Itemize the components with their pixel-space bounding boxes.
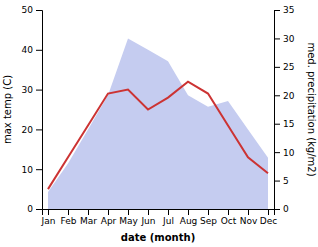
- y2-axis-tick-label: 25: [283, 62, 294, 72]
- y2-axis-tick-mark: [274, 38, 280, 39]
- x-axis-tick: Aug: [180, 209, 198, 226]
- y-axis-tick-mark: [36, 129, 42, 130]
- x-axis-tick: Jun: [140, 209, 155, 226]
- x-axis-tick-mark: [268, 209, 269, 215]
- y-axis-tick-label: 30: [22, 85, 34, 95]
- x-axis-tick-label: Aug: [180, 216, 198, 226]
- x-axis-tick-mark: [148, 209, 149, 215]
- x-axis-tick-mark: [68, 209, 69, 215]
- x-axis-tick: May: [119, 209, 138, 226]
- x-axis: Jan FebMar AprMayJun Jul AugSep OctNovDec: [41, 209, 278, 226]
- y2-axis-tick-mark: [274, 95, 280, 96]
- y2-axis-tick-label: 5: [283, 176, 289, 186]
- y-axis-tick-label: 50: [22, 5, 34, 15]
- y2-axis-title: med. precipitation (kg/m2): [306, 42, 317, 176]
- y2-axis-tick-label: 0: [283, 204, 289, 214]
- x-axis-tick-label: May: [119, 216, 138, 226]
- y2-axis-tick: 25: [274, 62, 294, 72]
- y2-axis-tick-mark: [274, 124, 280, 125]
- y2-axis-tick-mark: [274, 209, 280, 210]
- x-axis-tick: Sep: [200, 209, 217, 226]
- x-axis-tick-label: Jan: [41, 216, 56, 226]
- x-axis-tick-mark: [128, 209, 129, 215]
- x-axis-tick: Jan: [41, 209, 56, 226]
- y-axis-tick-mark: [36, 169, 42, 170]
- y2-axis-line: [275, 11, 281, 210]
- chart: Jan FebMar AprMayJun Jul AugSep OctNovDec 0 10 2…: [0, 0, 318, 247]
- y-axis-tick: 40: [22, 45, 42, 55]
- x-axis-tick-label: Jun: [140, 216, 155, 226]
- x-axis-tick-label: Nov: [240, 216, 258, 226]
- plot: Jan FebMar AprMayJun Jul AugSep OctNovDec 0 10 2…: [22, 5, 295, 226]
- y2-axis-tick: 5: [274, 176, 289, 186]
- x-axis-title: date (month): [121, 232, 195, 243]
- y2-axis-tick-mark: [274, 152, 280, 153]
- x-axis-line: [43, 210, 275, 216]
- y-axis-tick-mark: [36, 10, 42, 11]
- x-axis-tick: Dec: [260, 209, 277, 226]
- y2-axis-tick-mark: [274, 181, 280, 182]
- y2-axis-tick-label: 35: [283, 5, 294, 15]
- temperature-line: [48, 82, 268, 189]
- y-axis-tick-label: 10: [22, 165, 34, 175]
- y2-axis-tick: 20: [274, 91, 295, 101]
- x-axis-tick: Feb: [61, 209, 77, 226]
- y-axis-tick-mark: [36, 209, 42, 210]
- x-axis-tick: Nov: [240, 209, 258, 226]
- y-axis-tick-label: 20: [22, 125, 34, 135]
- y-axis-tick-mark: [36, 90, 42, 91]
- x-axis-tick-label: Apr: [101, 216, 117, 226]
- x-axis-tick-mark: [108, 209, 109, 215]
- y-axis-tick-label: 0: [27, 204, 33, 214]
- y2-axis-tick-mark: [274, 67, 280, 68]
- y2-axis-tick-label: 30: [283, 34, 295, 44]
- y-axis-title: max temp (C): [2, 75, 13, 144]
- x-axis-tick-label: Feb: [61, 216, 77, 226]
- x-axis-tick-label: Jul: [162, 216, 174, 226]
- y2-axis-tick: 0: [274, 204, 289, 214]
- x-axis-tick-label: Mar: [80, 216, 97, 226]
- y2-axis-tick: 35: [274, 5, 294, 15]
- y2-axis-tick: 10: [274, 148, 295, 158]
- x-axis-tick-label: Oct: [221, 216, 237, 226]
- y2-axis-tick-mark: [274, 10, 280, 11]
- y2-axis-tick-label: 10: [283, 148, 295, 158]
- y-axis-tick: 30: [22, 85, 42, 95]
- y2-axis-tick: 30: [274, 34, 295, 44]
- x-axis-tick-mark: [188, 209, 189, 215]
- x-axis-tick: Apr: [101, 209, 117, 226]
- y2-axis-tick: 15: [274, 119, 294, 129]
- x-axis-tick: Mar: [80, 209, 97, 226]
- x-axis-tick-mark: [208, 209, 209, 215]
- y-axis-tick: 0: [27, 204, 42, 214]
- y2-axis: 0 5 10 15 20 25 30 35: [274, 5, 295, 214]
- x-axis-tick-mark: [228, 209, 229, 215]
- x-axis-tick-mark: [248, 209, 249, 215]
- x-axis-tick: Jul: [162, 209, 174, 226]
- x-axis-tick: Oct: [221, 209, 237, 226]
- y-axis: 0 10 20 30 40 50: [22, 5, 43, 214]
- y-axis-tick: 10: [22, 165, 42, 175]
- y-axis-tick-label: 40: [22, 45, 34, 55]
- y-axis-tick: 50: [22, 5, 42, 15]
- x-axis-tick-label: Dec: [260, 216, 277, 226]
- x-axis-tick-mark: [168, 209, 169, 215]
- x-axis-tick-label: Sep: [200, 216, 217, 226]
- x-axis-tick-mark: [88, 209, 89, 215]
- marks: [48, 38, 268, 209]
- y2-axis-tick-label: 15: [283, 119, 294, 129]
- y-axis-line: [36, 11, 43, 210]
- y-axis-tick-mark: [36, 50, 42, 51]
- x-axis-tick-mark: [48, 209, 49, 215]
- y2-axis-tick-label: 20: [283, 91, 295, 101]
- precipitation-area: [48, 38, 268, 209]
- y-axis-tick: 20: [22, 125, 42, 135]
